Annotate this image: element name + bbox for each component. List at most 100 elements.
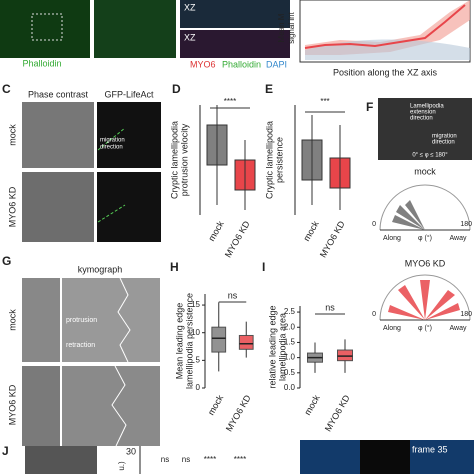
panel-letter: I [262, 260, 265, 274]
image [360, 440, 410, 474]
significance: ns [325, 302, 335, 312]
panel-letter: J [2, 444, 9, 458]
annotation: retraction [66, 342, 95, 349]
axis-label: Cryptic lamellipodia [264, 121, 274, 199]
significance: ns [182, 455, 190, 464]
column-label: Phase contrast [28, 89, 89, 99]
image [97, 172, 161, 242]
edge-trace [111, 365, 127, 447]
panel-f [378, 98, 472, 321]
x-tick-label: MYO6 KD [323, 393, 352, 434]
significance: ns [228, 290, 238, 300]
image [94, 0, 176, 58]
axis-label: signal int [287, 11, 296, 43]
y-tick-label: 15 [191, 300, 200, 309]
x-tick-label: MYO6 KD [223, 219, 252, 260]
axis-text: Along [383, 325, 401, 332]
channel: MYO6 [190, 59, 216, 69]
axis-text: φ (°) [418, 234, 432, 242]
image [22, 278, 60, 362]
axis-label: Position along the XZ axis [333, 67, 438, 77]
frame-label: frame 35 [412, 444, 448, 454]
axis-text: Along [383, 235, 401, 242]
y-tick-label: 1.0 [284, 353, 296, 362]
box [211, 326, 227, 353]
panel-letter: H [170, 260, 179, 274]
y-tick-label: 1.5 [284, 338, 296, 347]
channel: Phalloidin [222, 59, 261, 69]
x-tick-label: mock [206, 219, 226, 243]
y-tick-label: 2.5 [284, 307, 296, 316]
axis-label: u.) [117, 461, 126, 471]
panel-c-images [22, 102, 161, 242]
kymograph [62, 278, 160, 362]
xz-label: XZ [184, 2, 196, 12]
axis-text: φ (°) [418, 324, 432, 332]
panel-letter: F [366, 100, 373, 114]
annotation: protrusion [66, 317, 97, 324]
rose [392, 200, 425, 230]
axis-label: Mean M [277, 13, 286, 42]
axis-text: 180 [460, 311, 472, 318]
axis-text: 0 [372, 221, 376, 228]
edge-trace [117, 277, 131, 363]
panel-g-images [22, 277, 160, 447]
panel-a [0, 0, 471, 63]
annotation: extension [410, 110, 436, 116]
y-tick-label: 2.0 [284, 322, 296, 331]
significance: ns [161, 455, 169, 464]
y-tick-label: 0.5 [284, 368, 296, 377]
plot-title: mock [414, 166, 436, 176]
y-tick-label: 30 [126, 446, 136, 456]
significance: **** [234, 455, 246, 464]
box [337, 349, 353, 362]
image [22, 366, 60, 446]
plot-frame [299, 0, 471, 63]
x-tick-label: MYO6 KD [224, 393, 253, 434]
image [0, 0, 90, 58]
image [22, 102, 94, 168]
image [180, 0, 290, 28]
row-label: MYO6 KD [7, 384, 17, 425]
image [180, 30, 290, 58]
axis-label: protrusion velocity [179, 123, 189, 196]
column-label: kymograph [78, 264, 123, 274]
image [97, 102, 161, 168]
significance: *** [320, 97, 329, 106]
axis-label: lamellipodia area [277, 313, 287, 381]
annotation: 0° ≤ φ ≤ 180° [412, 153, 448, 159]
axis-text: 180 [460, 221, 472, 228]
axis-label: persistence [274, 137, 284, 183]
line [304, 4, 466, 49]
axis-label: Mean leading edge [174, 303, 184, 380]
image [22, 172, 94, 242]
image [378, 98, 472, 160]
annotation: migration [100, 138, 125, 144]
arrow [97, 127, 126, 151]
annotation: direction [100, 145, 123, 151]
arrow [97, 204, 126, 223]
annotation: direction [432, 140, 455, 146]
y-tick-label: 0.0 [284, 383, 296, 392]
axis-text: 0 [372, 311, 376, 318]
panel-letter: G [2, 254, 11, 268]
polar-grid [379, 184, 471, 231]
channel: DAPI [266, 59, 287, 69]
panel-letter: D [172, 82, 181, 96]
annotation: Lamellipodia [410, 104, 444, 110]
row-label: mock [7, 124, 17, 146]
band [305, 0, 470, 55]
panel-letter: E [265, 82, 273, 96]
rose [388, 280, 460, 320]
panel-letter: C [2, 82, 11, 96]
axis-text: Away [450, 325, 467, 332]
annotation: migration [432, 134, 457, 140]
axis-label: lamellipodia persistence [184, 293, 194, 389]
x-tick-label: mock [302, 393, 322, 417]
y-tick-label: 5 [196, 355, 201, 364]
axis-label: Cryptic lamellipodia [169, 121, 179, 199]
x-tick-label: mock [206, 393, 226, 417]
significance: **** [224, 97, 236, 106]
row-label: MYO6 KD [7, 186, 17, 227]
